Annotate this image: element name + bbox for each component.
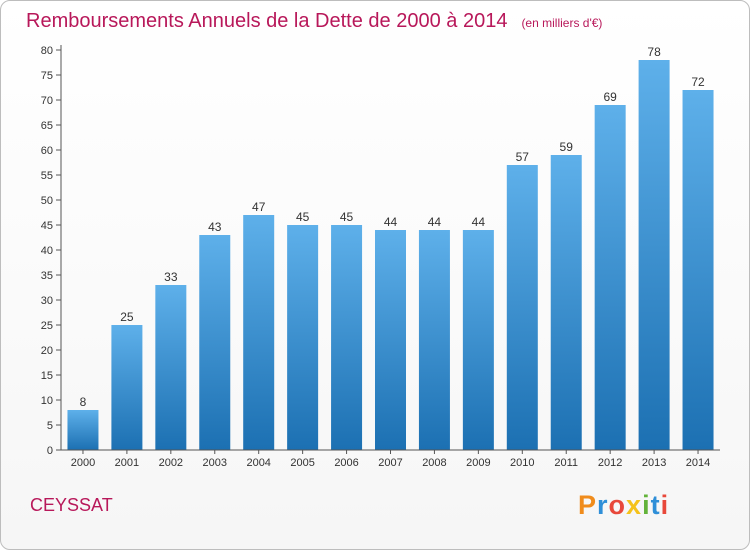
y-tick-label: 65: [41, 120, 53, 132]
x-tick-label-2008: 2008: [422, 457, 446, 469]
y-tick-label: 40: [41, 245, 53, 257]
commune-name: CEYSSAT: [30, 495, 113, 515]
bars: 8 25 33 43 47 45 45 44 44 44 57 59 69 78 72: [67, 45, 714, 450]
logo-letter: t: [650, 490, 661, 520]
bar-2004: [243, 215, 275, 450]
y-tick-label: 0: [47, 445, 53, 457]
y-tick-label: 25: [41, 320, 53, 332]
y-tick-label: 30: [41, 295, 53, 307]
value-label-2014: 72: [691, 75, 705, 89]
value-label-2003: 43: [208, 220, 222, 234]
y-tick-label: 10: [41, 395, 53, 407]
value-label-2000: 8: [80, 395, 87, 409]
x-axis-ticks: 2000 2001 2002 2003 2004 2005 2006 2007 2008 2009…: [71, 450, 710, 469]
bar-2006: [331, 225, 363, 450]
logo-letter: x: [626, 490, 643, 520]
x-tick-label-2009: 2009: [466, 457, 490, 469]
logo-letter: P: [578, 490, 598, 520]
x-tick-label-2002: 2002: [159, 457, 183, 469]
bar-2009: [462, 230, 494, 450]
x-tick-label-2004: 2004: [246, 457, 270, 469]
y-tick-label: 45: [41, 220, 53, 232]
bar-2003: [199, 235, 231, 450]
bar-2001: [111, 325, 143, 450]
value-label-2012: 69: [603, 90, 617, 104]
logo-letter: i: [660, 490, 670, 520]
chart-title: Remboursements Annuels de la Dette de 20…: [26, 10, 602, 32]
value-label-2002: 33: [164, 270, 178, 284]
bar-2002: [155, 285, 187, 450]
x-tick-label-2007: 2007: [378, 457, 402, 469]
proxiti-logo: Proxiti: [578, 490, 669, 521]
x-tick-label-2012: 2012: [598, 457, 622, 469]
value-label-2005: 45: [296, 210, 310, 224]
bar-2014: [682, 90, 714, 450]
value-label-2007: 44: [384, 215, 398, 229]
y-tick-label: 35: [41, 270, 53, 282]
y-axis-ticks: 0 5 10 15 20 25 30 35 40 45 50 55 60 65 70 75 80: [41, 45, 61, 457]
logo-letter: r: [597, 490, 609, 520]
bar-2012: [594, 105, 626, 450]
x-tick-label-2000: 2000: [71, 457, 95, 469]
y-tick-label: 55: [41, 170, 53, 182]
value-label-2001: 25: [120, 310, 134, 324]
y-tick-label: 5: [47, 420, 53, 432]
chart-title-main: Remboursements Annuels de la Dette de 20…: [26, 10, 507, 32]
bar-2008: [418, 230, 450, 450]
bar-2011: [550, 155, 582, 450]
x-tick-label-2014: 2014: [686, 457, 710, 469]
value-label-2010: 57: [516, 150, 530, 164]
y-tick-label: 70: [41, 95, 53, 107]
x-tick-label-2011: 2011: [554, 457, 578, 469]
value-label-2004: 47: [252, 200, 266, 214]
y-tick-label: 60: [41, 145, 53, 157]
x-tick-label-2003: 2003: [203, 457, 227, 469]
x-tick-label-2010: 2010: [510, 457, 534, 469]
value-label-2013: 78: [647, 45, 661, 59]
y-tick-label: 75: [41, 70, 53, 82]
value-label-2009: 44: [472, 215, 486, 229]
bar-2007: [375, 230, 406, 450]
y-tick-label: 80: [41, 45, 53, 57]
y-tick-label: 20: [41, 345, 53, 357]
y-tick-label: 50: [41, 195, 53, 207]
bar-2000: [67, 410, 99, 450]
value-label-2011: 59: [560, 140, 574, 154]
x-tick-label-2006: 2006: [334, 457, 358, 469]
bar-2005: [287, 225, 319, 450]
bar-2013: [638, 60, 670, 450]
x-tick-label-2013: 2013: [642, 457, 666, 469]
logo-letter: i: [642, 490, 651, 520]
logo-letter: o: [608, 490, 627, 520]
x-tick-label-2005: 2005: [290, 457, 314, 469]
value-label-2006: 45: [340, 210, 354, 224]
y-tick-label: 15: [41, 370, 53, 382]
chart-title-unit: (en milliers d'€): [521, 16, 602, 30]
bar-2010: [506, 165, 538, 450]
value-label-2008: 44: [428, 215, 442, 229]
x-tick-label-2001: 2001: [115, 457, 139, 469]
